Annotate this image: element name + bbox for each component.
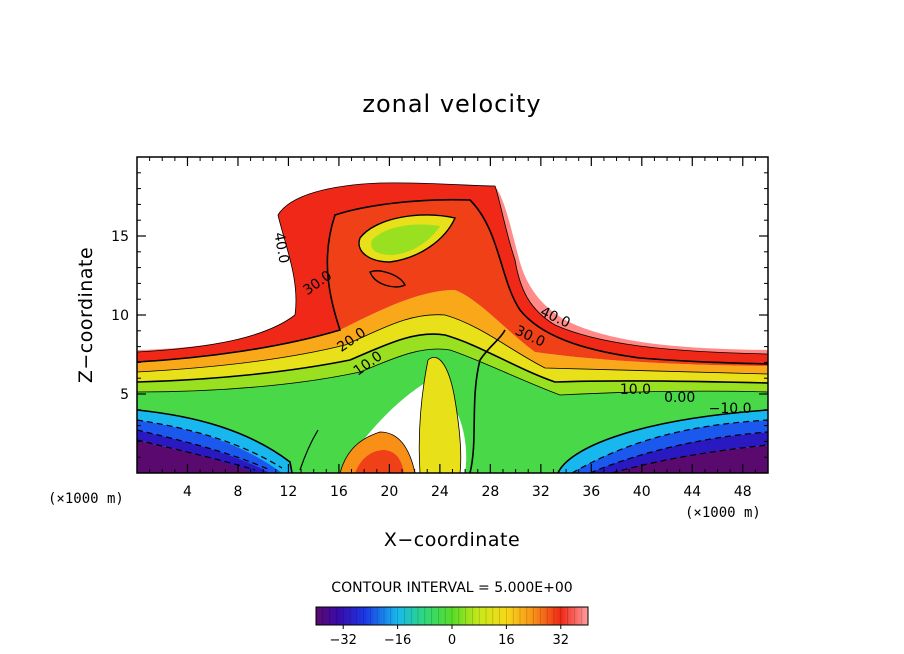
x-tick-label: 8	[233, 484, 242, 500]
y-axis-label: Z−coordinate	[75, 247, 97, 383]
colorbar-ticks: −32 −16 0 16 32	[329, 625, 569, 648]
x-tick-label: 20	[380, 484, 398, 500]
x-tick-label: 40	[633, 484, 651, 500]
field-band-10	[137, 314, 768, 383]
contour-label: 40.0	[270, 231, 291, 264]
x-axis-label: X−coordinate	[384, 529, 520, 551]
x-tick-label: 12	[280, 484, 298, 500]
y-tick-label: 5	[120, 387, 129, 403]
field-band-30	[137, 199, 768, 366]
y-tick-label: 15	[111, 229, 129, 245]
x-tick-label: 44	[683, 484, 701, 500]
x-tick-label: 36	[582, 484, 600, 500]
x-tick-label: 32	[532, 484, 550, 500]
field-band-neg20-right	[572, 420, 768, 473]
contour-line	[137, 409, 768, 473]
field-band-neg30-left	[137, 430, 270, 473]
contour-line	[299, 429, 319, 471]
x-tick-label: 16	[330, 484, 348, 500]
y-tick-label: 10	[111, 308, 129, 324]
contour-line	[469, 329, 506, 473]
field-band-neg30-right	[590, 432, 768, 473]
contour-label: 10.0	[620, 382, 651, 398]
field-central-column	[419, 357, 461, 473]
contour-line	[137, 314, 768, 375]
x-tick-label: 4	[183, 484, 192, 500]
contour-line	[137, 348, 768, 396]
chart-title: zonal velocity	[362, 90, 541, 118]
x-unit-right: (×1000 m)	[685, 505, 761, 521]
colorbar-tick-label: 0	[448, 633, 456, 648]
contour-line	[137, 182, 768, 355]
contour-line	[137, 439, 768, 473]
x-unit-left: (×1000 m)	[48, 491, 124, 507]
x-tick-label: 48	[734, 484, 752, 500]
colorbar-tick-label: −32	[329, 633, 356, 648]
x-axis-ticks: 4 8 12 16 20 24 28 32 36 40 44 48	[149, 157, 756, 500]
contour-label: −10.0	[709, 401, 752, 417]
x-tick-label: 24	[431, 484, 449, 500]
contour-field	[137, 182, 768, 473]
colorbar-tick-label: −16	[384, 633, 411, 648]
y-axis-ticks: 5 10 15	[111, 172, 768, 458]
field-band-5	[137, 334, 768, 395]
colorbar-tick-label: 32	[553, 633, 570, 648]
contour-lines	[137, 182, 768, 473]
field-band-40	[137, 182, 768, 364]
contour-line	[339, 431, 416, 473]
colorbar-stripes	[322, 607, 582, 625]
x-tick-label: 28	[481, 484, 499, 500]
contour-line	[418, 357, 462, 473]
field-band-0	[137, 349, 768, 473]
contour-line	[137, 333, 768, 384]
contour-interval-text: CONTOUR INTERVAL = 5.000E+00	[331, 580, 572, 596]
field-updraft-core	[355, 450, 404, 473]
contour-line	[369, 270, 406, 288]
field-band-neg40-right	[612, 445, 768, 473]
colorbar-tick-label: 16	[498, 633, 515, 648]
field-band-neg40-left	[137, 440, 255, 473]
contour-line	[137, 429, 768, 473]
field-band-20	[137, 290, 768, 374]
contour-line	[137, 419, 768, 473]
contour-label: 0.00	[664, 390, 695, 406]
field-band-neg10-left	[137, 410, 292, 473]
contour-line	[358, 214, 456, 263]
field-jet-core-green	[371, 224, 440, 255]
contour-line	[137, 198, 768, 365]
